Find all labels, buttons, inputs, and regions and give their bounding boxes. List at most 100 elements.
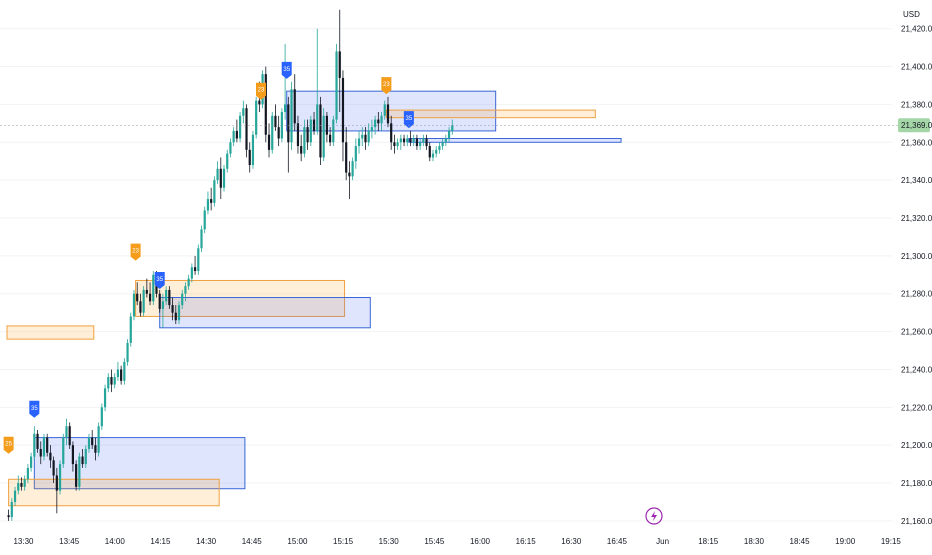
candle[interactable] [58, 460, 62, 495]
candle[interactable] [419, 138, 422, 150]
candle[interactable] [329, 127, 332, 147]
candle[interactable] [441, 138, 444, 150]
candle[interactable] [120, 365, 123, 385]
candle[interactable] [78, 452, 81, 491]
candle[interactable] [255, 96, 258, 139]
candle[interactable] [20, 477, 23, 491]
candle[interactable] [26, 464, 29, 484]
candle[interactable] [94, 437, 97, 461]
candle[interactable] [271, 111, 274, 154]
candle[interactable] [75, 460, 78, 491]
time-axis[interactable]: 13:30 13:45 14:00 14:15 14:30 14:45 15:00 15:15… [13, 537, 901, 546]
candle[interactable] [68, 422, 71, 449]
candle[interactable] [235, 119, 238, 143]
candle[interactable] [277, 115, 280, 147]
candle[interactable] [52, 456, 55, 484]
candle[interactable] [116, 361, 120, 381]
candle[interactable] [148, 282, 152, 306]
candle[interactable] [30, 452, 33, 472]
candle[interactable] [213, 176, 216, 207]
candle[interactable] [412, 134, 415, 147]
candle[interactable] [42, 433, 46, 461]
candle[interactable] [316, 28, 319, 135]
candle[interactable] [84, 445, 87, 468]
candle[interactable] [438, 142, 441, 154]
candle[interactable] [23, 475, 26, 491]
candle[interactable] [113, 373, 116, 389]
candle[interactable] [49, 445, 52, 468]
candle[interactable] [36, 430, 39, 453]
candle[interactable] [451, 119, 454, 135]
candle[interactable] [393, 134, 396, 154]
price-axis[interactable]: 21,420.00 21,400.00 21,380.00 21,360.00 21,3… [901, 25, 932, 526]
candle[interactable] [351, 157, 354, 181]
candle[interactable] [91, 430, 94, 449]
candle[interactable] [431, 149, 435, 162]
candle[interactable] [152, 271, 155, 306]
candle[interactable] [193, 255, 197, 275]
candle[interactable] [46, 433, 49, 457]
demand-marker[interactable]: 35 [403, 111, 414, 129]
candle[interactable] [245, 104, 248, 158]
candle[interactable] [39, 441, 42, 465]
candle[interactable] [338, 9, 341, 112]
candle[interactable] [158, 289, 161, 313]
candle[interactable] [367, 123, 370, 147]
candle[interactable] [97, 422, 100, 457]
candle[interactable] [136, 282, 139, 306]
candle[interactable] [7, 509, 10, 521]
candle[interactable] [396, 138, 399, 150]
candle[interactable] [103, 384, 107, 412]
candle[interactable] [13, 486, 17, 506]
candle[interactable] [222, 165, 226, 192]
candle[interactable] [296, 115, 300, 154]
candle[interactable] [406, 134, 409, 147]
candle[interactable] [348, 161, 351, 200]
candle[interactable] [238, 111, 242, 143]
candle[interactable] [145, 278, 148, 298]
candle[interactable] [165, 286, 168, 306]
candle[interactable] [422, 134, 425, 147]
candle[interactable] [181, 289, 184, 309]
candle[interactable] [139, 293, 142, 317]
candle[interactable] [354, 138, 357, 169]
candle[interactable] [364, 127, 367, 150]
candle[interactable] [17, 475, 20, 495]
candle[interactable] [312, 111, 316, 135]
candle[interactable] [306, 119, 309, 150]
candle[interactable] [190, 263, 193, 283]
candle[interactable] [210, 187, 213, 211]
candle[interactable] [161, 293, 165, 328]
candle[interactable] [293, 74, 296, 131]
candle[interactable] [203, 206, 206, 234]
candle[interactable] [132, 289, 136, 321]
candle[interactable] [55, 467, 58, 514]
candle[interactable] [264, 66, 267, 143]
candle[interactable] [325, 111, 328, 143]
candle[interactable] [335, 43, 338, 124]
candle[interactable] [107, 373, 110, 393]
candle[interactable] [287, 96, 290, 173]
candle[interactable] [123, 358, 126, 385]
candle[interactable] [33, 426, 36, 461]
candle[interactable] [390, 115, 393, 150]
candle[interactable] [65, 418, 68, 446]
candle[interactable] [267, 123, 271, 158]
demand-marker[interactable]: 35 [281, 61, 292, 79]
candle[interactable] [361, 127, 364, 147]
supply-marker[interactable]: 25 [3, 436, 14, 454]
candle[interactable] [380, 111, 383, 131]
supply-marker[interactable]: 23 [130, 243, 141, 261]
candle[interactable] [232, 127, 235, 147]
lightning-icon[interactable] [645, 507, 663, 525]
candle[interactable] [447, 127, 451, 143]
candle[interactable] [332, 115, 335, 147]
candle[interactable] [374, 115, 377, 135]
candle[interactable] [197, 244, 200, 275]
candle[interactable] [81, 448, 84, 468]
candle[interactable] [71, 441, 75, 472]
candle[interactable] [177, 301, 181, 325]
candle[interactable] [129, 312, 132, 347]
